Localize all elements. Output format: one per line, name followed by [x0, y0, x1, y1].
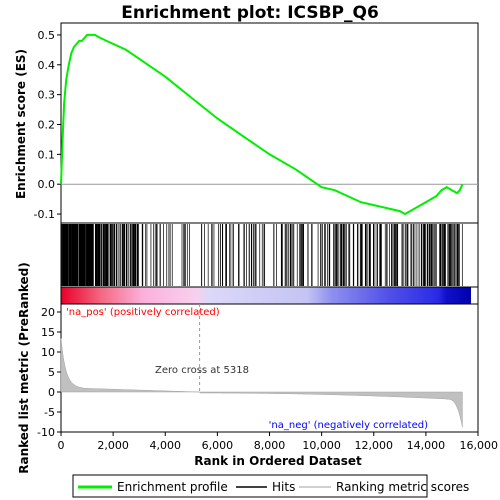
- legend-metric-label: Ranking metric scores: [336, 480, 469, 494]
- legend-box: [72, 474, 428, 498]
- chart-title: Enrichment plot: ICSBP_Q6: [121, 3, 379, 23]
- es-y-ticks: 0.5 0.4 0.3 0.2 0.1 0.0 -0.1: [34, 29, 61, 221]
- es-y-tick-label: 0.4: [38, 59, 56, 72]
- x-tick-label: 12,000: [355, 439, 394, 452]
- metric-y-tick-label: 15: [41, 326, 55, 339]
- metric-y-tick-label: 20: [41, 306, 55, 319]
- x-tick-label: 6,000: [202, 439, 234, 452]
- enrichment-profile-line: [60, 33, 464, 216]
- legend-hits-label: Hits: [272, 480, 295, 494]
- es-panel: [60, 22, 479, 224]
- metric-y-tick-label: -10: [37, 426, 55, 439]
- x-tick-label: 2,000: [97, 439, 129, 452]
- x-tick-label: 4,000: [150, 439, 182, 452]
- metric-y-tick-label: 10: [41, 346, 55, 359]
- metric-y-tick-label: -5: [44, 406, 55, 419]
- es-y-tick-label: 0.1: [38, 148, 56, 161]
- zero-cross-label: Zero cross at 5318: [155, 365, 249, 376]
- x-tick-label: 16,000: [460, 439, 499, 452]
- es-y-tick-label: 0.2: [38, 118, 56, 131]
- x-tick-label: 8,000: [254, 439, 286, 452]
- neg-correlated-label: 'na_neg' (negatively correlated): [269, 420, 428, 431]
- metric-y-axis-label: Ranked list metric (PreRanked): [17, 262, 31, 474]
- hits-panel: [60, 222, 479, 288]
- metric-panel: [60, 303, 479, 433]
- metric-y-tick-label: 0: [48, 386, 55, 399]
- es-y-tick-label: 0.3: [38, 89, 56, 102]
- hit-lines: [60, 224, 463, 286]
- x-axis-label: Rank in Ordered Dataset: [194, 454, 362, 468]
- legend-enrichment-label: Enrichment profile: [117, 480, 228, 494]
- metric-y-tick-label: 5: [48, 366, 55, 379]
- ranking-metric-area: [60, 338, 463, 428]
- x-tick-label: 10,000: [302, 439, 341, 452]
- es-y-axis-label: Enrichment score (ES): [14, 49, 28, 199]
- es-y-tick-label: 0.0: [38, 178, 56, 191]
- x-tick-label: 14,000: [407, 439, 446, 452]
- es-y-tick-label: -0.1: [34, 208, 55, 221]
- metric-y-ticks: 20 15 10 5 0 -5 -10: [37, 306, 61, 439]
- x-axis-ticks: 0 2,000 4,000 6,000 8,000 10,000 12,000 14,000 1…: [58, 432, 499, 452]
- pos-correlated-label: 'na_pos' (positively correlated): [66, 307, 220, 318]
- rank-gradient-bar: [61, 287, 471, 304]
- x-tick-label: 0: [58, 439, 65, 452]
- es-y-tick-label: 0.5: [38, 29, 56, 42]
